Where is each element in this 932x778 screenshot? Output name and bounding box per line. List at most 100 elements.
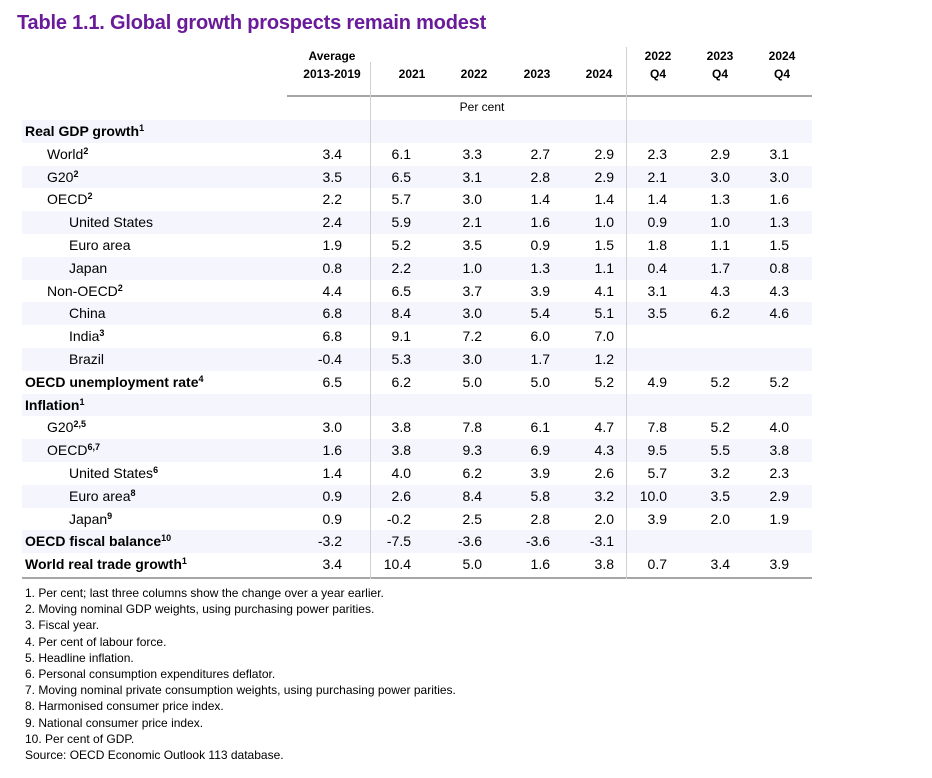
row-label: G202,5	[47, 416, 86, 441]
cell-value: 1.4	[322, 464, 342, 481]
row-label-text: Real GDP growth	[25, 123, 140, 139]
row-label-text: United States	[69, 464, 154, 481]
cell-value: 2.5	[462, 510, 482, 527]
cell-value: 1.7	[530, 350, 550, 367]
cell-value: 2.8	[530, 168, 550, 185]
cell-value: 9.1	[391, 328, 411, 345]
row-label: Brazil	[69, 348, 104, 371]
cell-value: 7.0	[594, 328, 614, 345]
cell-value: 6.2	[710, 305, 730, 322]
cell-value: -7.5	[386, 533, 411, 550]
cell-value: 3.2	[594, 487, 614, 504]
cell-value: 1.3	[710, 191, 730, 208]
cell-value: 2.1	[647, 168, 667, 185]
table-row: United States6 1.4 4.0 6.2 3.9 2.6 5.7 3.2 2.3	[22, 462, 812, 485]
cell-value: 4.0	[391, 464, 411, 481]
table-body: Real GDP growth1 World2 3.4 6.1 3.3 2.7 2.9 2.3…	[22, 120, 812, 576]
row-label: United States	[69, 211, 153, 234]
cell-value: 2.9	[594, 145, 614, 162]
data-table: Average 2013-2019 2021 2022 2023 2024 2022 Q4 20…	[22, 47, 812, 576]
cell-value: 3.5	[322, 168, 342, 185]
cell-value: 1.8	[647, 236, 667, 253]
cell-value: 3.0	[710, 168, 730, 185]
row-label: China	[69, 302, 106, 325]
footnote-marker: 1	[181, 556, 187, 567]
row-label: Non-OECD2	[47, 280, 123, 305]
column-header-line2: 2022	[460, 67, 488, 81]
column-header-line1: 2024	[768, 49, 796, 63]
row-label-text: OECD	[47, 191, 88, 208]
cell-value: 3.8	[391, 442, 411, 459]
row-label-text: China	[69, 305, 106, 322]
column-header: 2024 Q4	[742, 47, 822, 83]
footnote: 2. Moving nominal GDP weights, using pur…	[25, 602, 375, 617]
footnote-marker: 10	[161, 533, 172, 544]
column-header: 2023	[497, 47, 577, 83]
cell-value: 3.1	[462, 168, 482, 185]
cell-value: 5.2	[391, 236, 411, 253]
cell-value: 3.5	[710, 487, 730, 504]
cell-value: 1.1	[710, 236, 730, 253]
row-label-text: Japan	[69, 259, 108, 276]
cell-value: 1.6	[322, 442, 342, 459]
row-label-text: Euro area	[69, 236, 131, 253]
cell-value: 4.9	[647, 373, 667, 390]
cell-value: 5.5	[710, 442, 730, 459]
cell-value: 6.8	[322, 305, 342, 322]
cell-value: 6.0	[530, 328, 550, 345]
cell-value: 5.2	[710, 373, 730, 390]
cell-value: 3.3	[462, 145, 482, 162]
cell-value: 2.8	[530, 510, 550, 527]
column-header: 2022 Q4	[618, 47, 698, 83]
cell-value: 3.0	[462, 305, 482, 322]
row-label-text: Non-OECD	[47, 282, 118, 299]
row-label-text: Brazil	[69, 350, 105, 367]
table-row: OECD unemployment rate4 6.5 6.2 5.0 5.0 5.2 4.…	[22, 371, 812, 394]
cell-value: 5.7	[647, 464, 667, 481]
footnote: 5. Headline inflation.	[25, 650, 134, 665]
footnote: 9. National consumer price index.	[25, 715, 204, 730]
cell-value: 5.3	[391, 350, 411, 367]
row-label-text: United States	[69, 214, 154, 231]
column-header-line1: 2023	[706, 49, 734, 63]
cell-value: 5.0	[462, 373, 482, 390]
column-header: Average 2013-2019	[292, 47, 372, 83]
column-divider	[626, 47, 627, 579]
cell-value: 4.0	[769, 419, 789, 436]
cell-value: 5.8	[530, 487, 550, 504]
row-label-text: Euro area	[69, 487, 131, 504]
cell-value: 0.8	[769, 259, 789, 276]
row-label-text: OECD	[47, 442, 88, 459]
footnote-marker: 6,7	[87, 442, 100, 453]
cell-value: 9.5	[647, 442, 667, 459]
cell-value: 4.7	[594, 419, 614, 436]
cell-value: 3.0	[769, 168, 789, 185]
footnote-marker: 3	[99, 328, 105, 339]
footnote-marker: 2	[83, 145, 89, 156]
table-row: Euro area8 0.9 2.6 8.4 5.8 3.2 10.0 3.5 2.9	[22, 484, 812, 508]
cell-value: 5.7	[391, 191, 411, 208]
table-title: Table 1.1. Global growth prospects remai…	[17, 12, 487, 34]
cell-value: 6.1	[391, 145, 411, 162]
cell-value: 1.1	[594, 259, 614, 276]
cell-value: 1.0	[710, 214, 730, 231]
table-row: Real GDP growth1	[22, 120, 812, 143]
table-row: Japan9 0.9 -0.2 2.5 2.8 2.0 3.9 2.0 1.9	[22, 508, 812, 531]
cell-value: 1.4	[530, 191, 550, 208]
cell-value: 3.4	[322, 556, 342, 573]
footnote-marker: 9	[107, 510, 113, 521]
cell-value: 3.9	[530, 282, 550, 299]
cell-value: 0.4	[647, 259, 667, 276]
cell-value: 1.3	[530, 259, 550, 276]
header-rule	[287, 95, 812, 97]
cell-value: 2.2	[391, 259, 411, 276]
cell-value: 3.4	[710, 556, 730, 573]
cell-value: 6.5	[391, 168, 411, 185]
cell-value: 2.9	[769, 487, 789, 504]
cell-value: 6.5	[322, 373, 342, 390]
cell-value: 1.9	[769, 510, 789, 527]
row-label: Inflation1	[25, 394, 84, 419]
footnote: 6. Personal consumption expenditures def…	[25, 667, 276, 682]
column-header-line2: Q4	[773, 67, 790, 81]
cell-value: 4.6	[769, 305, 789, 322]
